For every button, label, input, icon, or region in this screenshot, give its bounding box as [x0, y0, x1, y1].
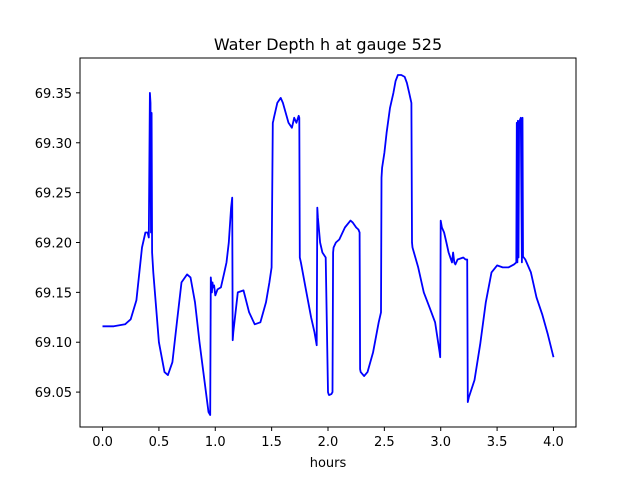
y-tick-label: 69.30: [35, 137, 72, 152]
y-tick-label: 69.15: [35, 286, 72, 301]
x-tick-label: 3.0: [430, 435, 451, 450]
y-tick-label: 69.20: [35, 237, 72, 252]
chart-title: Water Depth h at gauge 525: [214, 35, 442, 54]
x-tick-label: 2.0: [318, 435, 339, 450]
x-tick-label: 2.5: [374, 435, 395, 450]
y-tick-label: 69.10: [35, 336, 72, 351]
x-tick-label: 1.0: [205, 435, 226, 450]
x-axis-ticks: 0.0 0.5 1.0 1.5 2.0 2.5 3.0 3.5 4.0: [92, 427, 564, 450]
y-tick-label: 69.05: [35, 386, 72, 401]
x-tick-label: 0.5: [149, 435, 170, 450]
x-tick-label: 4.0: [543, 435, 564, 450]
x-tick-label: 1.5: [261, 435, 282, 450]
y-axis-ticks: 69.05 69.10 69.15 69.20 69.25 69.30 69.35: [35, 87, 80, 401]
series-line: [102, 74, 555, 416]
y-tick-label: 69.35: [35, 87, 72, 102]
x-tick-label: 0.0: [92, 435, 113, 450]
plot-frame: [79, 57, 577, 428]
y-tick-label: 69.25: [35, 187, 72, 202]
x-tick-label: 3.5: [487, 435, 508, 450]
x-axis-label: hours: [310, 456, 347, 471]
